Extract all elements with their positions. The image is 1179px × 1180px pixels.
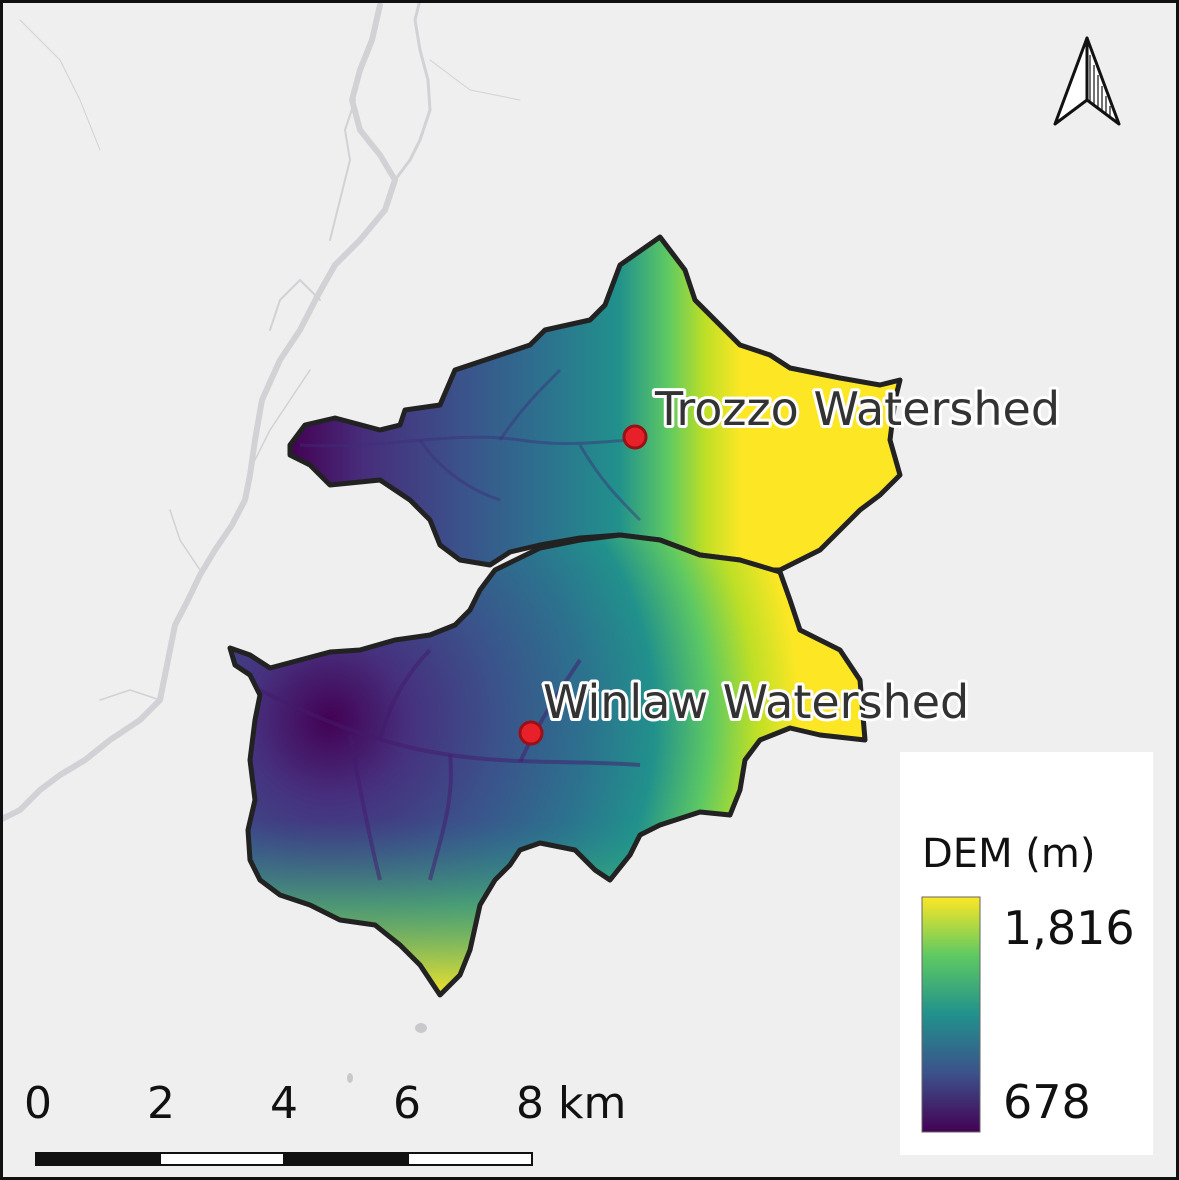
scale-segment (407, 1152, 533, 1166)
north-arrow-icon (1053, 36, 1121, 126)
winlaw-outlet-marker (518, 720, 544, 746)
scale-tick-label: 8 km (516, 1078, 626, 1129)
trozzo-boundary (287, 234, 903, 573)
scale-segment (159, 1152, 285, 1166)
small-lake (347, 1073, 353, 1083)
trozzo-outlet-marker (622, 424, 648, 450)
legend-color-ramp (921, 896, 981, 1133)
river-network (0, 0, 521, 823)
legend: DEM (m) 1,816 678 (900, 752, 1153, 1155)
scale-segment (35, 1152, 161, 1166)
scale-tick-label: 6 (393, 1078, 421, 1129)
scale-tick-label: 2 (147, 1078, 175, 1129)
trozzo-label: Trozzo Watershed (654, 382, 1060, 436)
scale-bar: 0 2 4 6 8 km (24, 1078, 626, 1166)
small-lake (415, 1023, 427, 1033)
scale-tick-label: 0 (24, 1078, 52, 1129)
legend-title: DEM (m) (922, 831, 1095, 877)
winlaw-label: Winlaw Watershed (543, 675, 969, 729)
scale-segment (283, 1152, 409, 1166)
legend-min-label: 678 (1003, 1075, 1091, 1129)
legend-max-label: 1,816 (1003, 901, 1135, 955)
scale-tick-label: 4 (270, 1078, 298, 1129)
winlaw-boundary (227, 532, 868, 998)
